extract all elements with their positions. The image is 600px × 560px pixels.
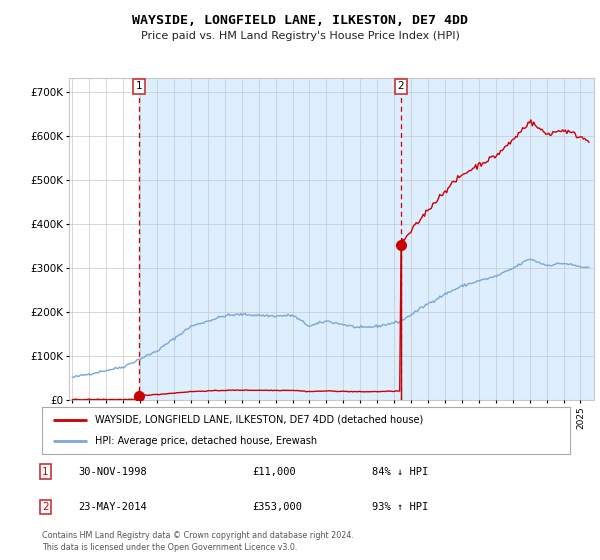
Text: 84% ↓ HPI: 84% ↓ HPI [372, 466, 428, 477]
Text: 23-MAY-2014: 23-MAY-2014 [78, 502, 147, 512]
Text: 93% ↑ HPI: 93% ↑ HPI [372, 502, 428, 512]
Text: 2: 2 [42, 502, 49, 512]
Bar [139, 78, 600, 400]
Text: WAYSIDE, LONGFIELD LANE, ILKESTON, DE7 4DD: WAYSIDE, LONGFIELD LANE, ILKESTON, DE7 4… [132, 14, 468, 27]
Text: £11,000: £11,000 [252, 466, 296, 477]
Text: 1: 1 [42, 466, 49, 477]
Text: HPI: Average price, detached house, Erewash: HPI: Average price, detached house, Erew… [95, 436, 317, 446]
Text: 30-NOV-1998: 30-NOV-1998 [78, 466, 147, 477]
Text: Contains HM Land Registry data © Crown copyright and database right 2024.
This d: Contains HM Land Registry data © Crown c… [42, 531, 354, 552]
Text: Price paid vs. HM Land Registry's House Price Index (HPI): Price paid vs. HM Land Registry's House … [140, 31, 460, 41]
Text: WAYSIDE, LONGFIELD LANE, ILKESTON, DE7 4DD (detached house): WAYSIDE, LONGFIELD LANE, ILKESTON, DE7 4… [95, 414, 423, 424]
Text: 1: 1 [136, 81, 142, 91]
Text: 2: 2 [397, 81, 404, 91]
Text: £353,000: £353,000 [252, 502, 302, 512]
